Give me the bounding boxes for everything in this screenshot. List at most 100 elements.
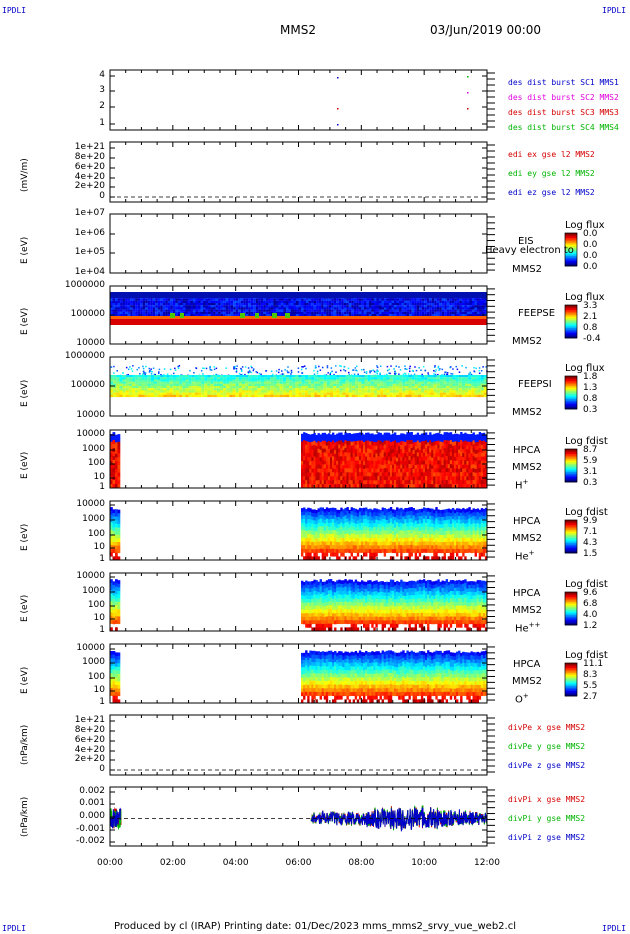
spectrogram-cell (348, 452, 351, 457)
spectrogram-cell (204, 392, 208, 395)
spectrogram-cell (371, 309, 374, 312)
spectrogram-cell (326, 305, 329, 308)
spectrogram-cell (429, 440, 432, 445)
spectrogram-cell (422, 437, 426, 442)
spectrogram-cell (420, 369, 422, 371)
spectrogram-cell (317, 448, 320, 454)
spectrogram-cell (421, 394, 425, 398)
spectrogram-cell (138, 381, 142, 384)
spectrogram-cell (426, 300, 430, 304)
spectrogram-cell (367, 440, 370, 445)
spectrogram-cell (429, 472, 432, 477)
spectrogram-cell (365, 460, 368, 465)
spectrogram-cell (479, 307, 483, 310)
spectrogram-cell (396, 442, 399, 447)
spectrogram-cell (363, 468, 366, 474)
spectrogram-cell (308, 307, 312, 310)
spectrogram-cell (147, 383, 151, 387)
spectrogram-cell (185, 303, 188, 306)
spectrogram-cell (218, 303, 221, 306)
spectrogram-cell (386, 369, 389, 372)
spectrogram-cell (418, 472, 422, 477)
spectrogram-cell (137, 311, 141, 315)
spectrogram-cell (343, 368, 345, 371)
spectrogram-cell (210, 305, 214, 308)
spectrogram-cell (367, 390, 371, 393)
spectrogram-cell (441, 476, 444, 481)
spectrogram-cell (358, 377, 362, 380)
spectrogram-cell (355, 394, 359, 398)
spectrogram-cell (125, 309, 128, 312)
spectrogram-cell (232, 390, 236, 393)
spectrogram-cell (315, 366, 317, 369)
spectrogram-cell (177, 365, 179, 368)
spectrogram-cell (474, 388, 478, 391)
spectrogram-cell (385, 456, 389, 461)
spectrogram-cell (279, 394, 283, 398)
spectrogram-cell (342, 394, 346, 398)
spectrogram-cell (213, 377, 217, 380)
spectrogram-cell (351, 307, 354, 310)
spectrogram-cell (157, 394, 161, 398)
spectrogram-cell (233, 298, 236, 301)
spectrogram-cell (295, 390, 299, 393)
spectrogram-cell (402, 379, 406, 382)
spectrogram-cell (386, 394, 390, 398)
spectrogram-cell (434, 311, 437, 315)
spectrogram-cell (446, 300, 450, 304)
spectrogram-cell (476, 457, 480, 462)
spectrogram-cell (163, 392, 167, 395)
spectrogram-cell (470, 433, 473, 439)
spectrogram-cell (150, 373, 153, 375)
spectrogram-cell (367, 377, 371, 380)
spectrogram-cell (273, 300, 276, 304)
spectrogram-cell (248, 392, 252, 395)
spectrogram-cell (354, 448, 358, 454)
spectrogram-cell (278, 307, 281, 310)
spectrogram-cell (301, 457, 304, 462)
spectrogram-cell (441, 300, 445, 304)
spectrogram-cell (383, 392, 387, 395)
spectrogram-cell (205, 314, 209, 317)
spectrogram-cell (112, 303, 116, 306)
spectrogram-cell (381, 484, 384, 489)
spectrogram-cell (110, 377, 114, 380)
spectrogram-cell (223, 381, 227, 384)
spectrogram-cell (354, 468, 358, 473)
spectrogram-cell (469, 305, 473, 308)
spectrogram-cell (377, 460, 380, 465)
spectrogram-cell (468, 386, 472, 389)
spectrogram-cell (115, 484, 118, 489)
spectrogram-cell (301, 437, 304, 442)
spectrogram-cell (398, 472, 401, 477)
spectrogram-cell (303, 456, 306, 461)
spectrogram-cell (367, 381, 371, 384)
spectrogram-cell (421, 303, 425, 306)
spectrogram-cell (408, 436, 411, 441)
spectrogram-cell (229, 386, 233, 389)
spectrogram-cell (484, 303, 488, 306)
spectrogram-cell (167, 305, 171, 308)
spectrogram-cell (424, 300, 427, 304)
spectrogram-cell (152, 303, 156, 306)
spectrogram-cell (342, 472, 345, 477)
spectrogram-cell (460, 464, 463, 469)
spectrogram-cell (371, 468, 374, 473)
spectrogram-cell (110, 484, 113, 489)
spectrogram-cell (389, 377, 393, 380)
spectrogram-cell (142, 307, 146, 310)
spectrogram-cell (455, 379, 459, 382)
spectrogram-cell (445, 484, 449, 489)
spectrogram-cell (360, 440, 364, 445)
spectrogram-cell (401, 300, 405, 304)
spectrogram-cell (235, 314, 239, 317)
spectrogram-cell (290, 303, 294, 306)
spectrogram-cell (461, 383, 466, 387)
spectrogram-cell (253, 303, 256, 306)
spectrogram-cell (444, 298, 447, 301)
spectrogram-cell (404, 300, 407, 304)
spectrogram-cell (401, 311, 405, 315)
spectrogram-cell (321, 456, 325, 461)
spectrogram-cell (424, 307, 427, 310)
spectrogram-cell (348, 377, 352, 380)
